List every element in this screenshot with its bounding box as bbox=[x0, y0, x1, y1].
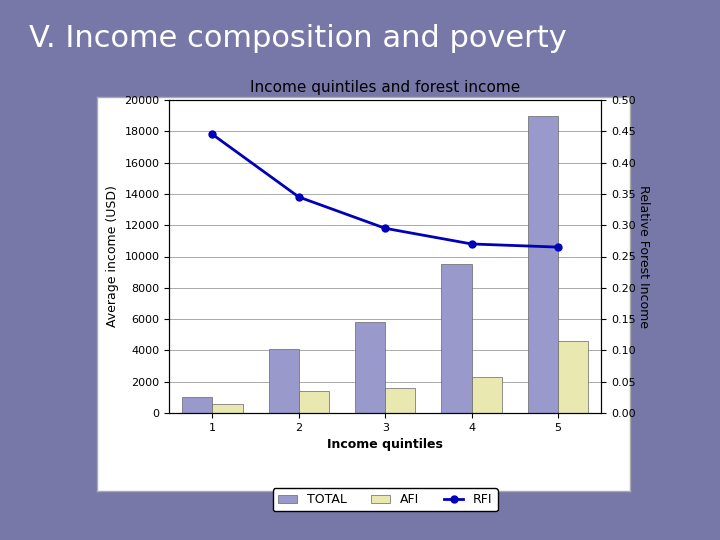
Bar bbox=[299, 391, 329, 413]
RFI bbox=[381, 225, 390, 232]
Line: RFI: RFI bbox=[209, 131, 562, 251]
Bar bbox=[385, 388, 415, 413]
RFI bbox=[294, 194, 303, 200]
Title: Income quintiles and forest income: Income quintiles and forest income bbox=[250, 79, 521, 94]
Y-axis label: Average income (USD): Average income (USD) bbox=[106, 186, 119, 327]
RFI bbox=[467, 241, 476, 247]
Bar bbox=[558, 341, 588, 413]
Y-axis label: Relative Forest Income: Relative Forest Income bbox=[636, 185, 649, 328]
X-axis label: Income quintiles: Income quintiles bbox=[328, 438, 443, 451]
RFI bbox=[554, 244, 562, 251]
Text: V. Income composition and poverty: V. Income composition and poverty bbox=[29, 24, 567, 53]
Bar bbox=[528, 116, 558, 413]
Legend: TOTAL, AFI, RFI: TOTAL, AFI, RFI bbox=[273, 488, 498, 511]
Bar bbox=[472, 377, 502, 413]
Bar bbox=[182, 397, 212, 413]
Bar bbox=[355, 322, 385, 413]
Bar bbox=[441, 264, 472, 413]
Bar bbox=[269, 349, 299, 413]
Bar bbox=[212, 404, 243, 413]
RFI bbox=[208, 131, 217, 138]
